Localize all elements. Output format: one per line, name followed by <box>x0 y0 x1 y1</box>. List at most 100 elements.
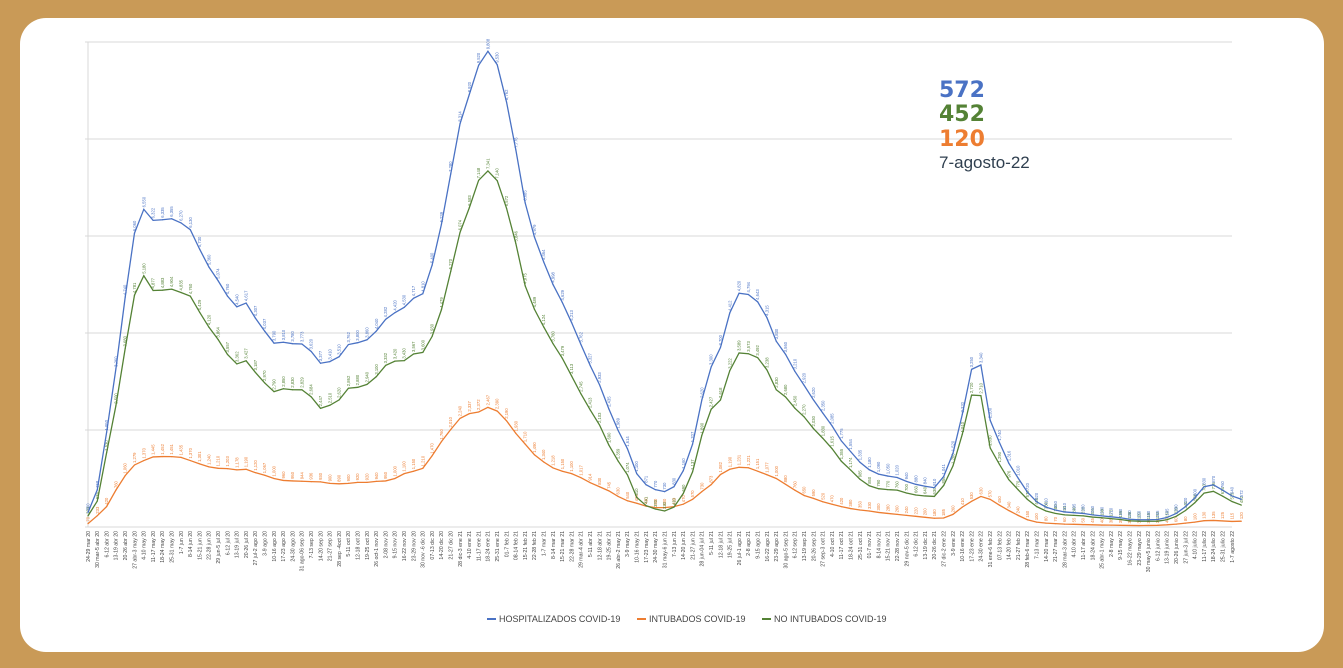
data-point <box>394 477 396 480</box>
data-label: 3,113 <box>569 363 574 374</box>
data-label: 4,998 <box>551 271 556 282</box>
data-point <box>571 473 573 475</box>
data-point <box>766 369 768 371</box>
data-label: 1,950 <box>104 419 109 430</box>
x-tick-label: 18-24 julio 22 <box>1211 531 1217 562</box>
data-point <box>617 495 619 498</box>
data-point <box>1156 518 1159 521</box>
data-label: 730 <box>662 482 667 490</box>
data-point <box>1240 504 1242 506</box>
data-point <box>980 495 982 498</box>
data-point <box>515 242 517 245</box>
data-label: 1,355 <box>839 448 844 459</box>
data-point <box>431 335 433 337</box>
data-point <box>1045 506 1047 508</box>
data-label: 914 <box>588 473 593 481</box>
data-point <box>87 515 89 517</box>
data-label: 230 <box>1099 506 1104 514</box>
data-point <box>533 308 536 310</box>
data-label: 1,930 <box>513 420 518 431</box>
data-label: 340 <box>1183 501 1188 509</box>
x-tick-label: 3-9 ago 20 <box>263 531 269 556</box>
data-point <box>1036 501 1038 503</box>
x-tick-label: 24-30 may 21 <box>653 531 659 563</box>
data-label: 2,862 <box>346 375 351 386</box>
data-label: 840 <box>923 477 928 485</box>
data-label: 940 <box>904 472 909 480</box>
data-label: 2,447 <box>318 395 323 406</box>
data-label: 3,377 <box>318 350 323 361</box>
x-tick-label: 26 abr-2 may 21 <box>616 531 622 569</box>
x-tick-label: 27 abr-3 may 20 <box>132 531 138 569</box>
data-label: 2,085 <box>830 413 835 424</box>
data-point <box>747 293 749 296</box>
data-point <box>1147 520 1149 522</box>
x-tick-label: 19-25 oct 20 <box>365 531 371 560</box>
data-label: 128 <box>1127 511 1132 519</box>
data-point <box>217 338 219 341</box>
data-point <box>143 208 145 210</box>
data-label: 930 <box>318 472 323 480</box>
data-label: 400 <box>653 498 658 506</box>
data-point <box>319 407 322 409</box>
data-label: 830 <box>1202 477 1207 485</box>
x-tick-label: 15-21 nov 21 <box>886 531 892 561</box>
data-label: 420 <box>839 497 844 505</box>
data-label: 530 <box>969 492 974 500</box>
data-label: 1,359 <box>616 448 621 459</box>
data-point <box>933 495 935 498</box>
data-label: 760 <box>792 480 797 488</box>
x-tick-label: 15-21 feb 21 <box>523 531 529 560</box>
data-point <box>1156 524 1159 526</box>
data-label: 185 <box>941 508 946 516</box>
data-point <box>171 288 173 290</box>
data-label: 3,222 <box>727 358 732 369</box>
x-tick-label: 4-10 julio 22 <box>1193 531 1199 559</box>
legend-item-hospitalizados: HOSPITALIZADOS COVID-19 <box>487 614 620 624</box>
data-point <box>877 473 880 475</box>
data-point <box>598 424 601 426</box>
x-tick-label: 18-24 may 20 <box>160 531 166 563</box>
series-line-hospitalizados <box>87 50 1242 521</box>
x-tick-label: 1-7 mar 21 <box>542 531 548 556</box>
data-label: 7,140 <box>495 168 500 179</box>
data-point <box>896 476 898 479</box>
data-label: 4,904 <box>169 276 174 287</box>
data-label: 936 <box>309 472 314 480</box>
x-tick-label: 24-30 ago 20 <box>290 531 296 562</box>
data-point <box>245 360 247 362</box>
data-point <box>450 173 452 175</box>
data-label: 985 <box>857 470 862 478</box>
data-label: 2,450 <box>792 395 797 406</box>
data-label: 630 <box>616 487 621 495</box>
data-point <box>1073 514 1075 516</box>
data-point <box>654 507 656 509</box>
data-point <box>459 123 461 125</box>
data-label: 572 <box>1239 490 1244 498</box>
data-point <box>171 456 173 458</box>
data-point <box>264 474 266 476</box>
x-tick-label: 14-20 sep 20 <box>318 531 324 561</box>
data-label: 760 <box>1220 480 1225 488</box>
data-label: 150 <box>1025 510 1030 518</box>
data-label: 1,520 <box>950 440 955 451</box>
data-point <box>1091 514 1094 516</box>
data-point <box>887 512 889 515</box>
data-label: 2,970 <box>262 370 267 381</box>
data-point <box>580 343 582 346</box>
data-label: 220 <box>1174 507 1179 515</box>
data-label: 1,210 <box>216 455 221 466</box>
data-point <box>952 513 954 515</box>
data-point <box>87 511 89 514</box>
x-tick-label: 1-7 agosto 22 <box>1230 531 1236 563</box>
data-label: 3,780 <box>551 331 556 342</box>
data-point <box>1110 516 1112 518</box>
data-point <box>1184 506 1187 508</box>
data-point <box>329 404 331 406</box>
x-tick-label: 11-17 oct 21 <box>839 531 845 560</box>
data-label: 250 <box>1090 505 1095 513</box>
data-label: 1,190 <box>727 456 732 467</box>
legend-item-intubados: INTUBADOS COVID-19 <box>637 614 746 624</box>
data-label: 5,180 <box>141 263 146 274</box>
data-point <box>533 236 536 238</box>
